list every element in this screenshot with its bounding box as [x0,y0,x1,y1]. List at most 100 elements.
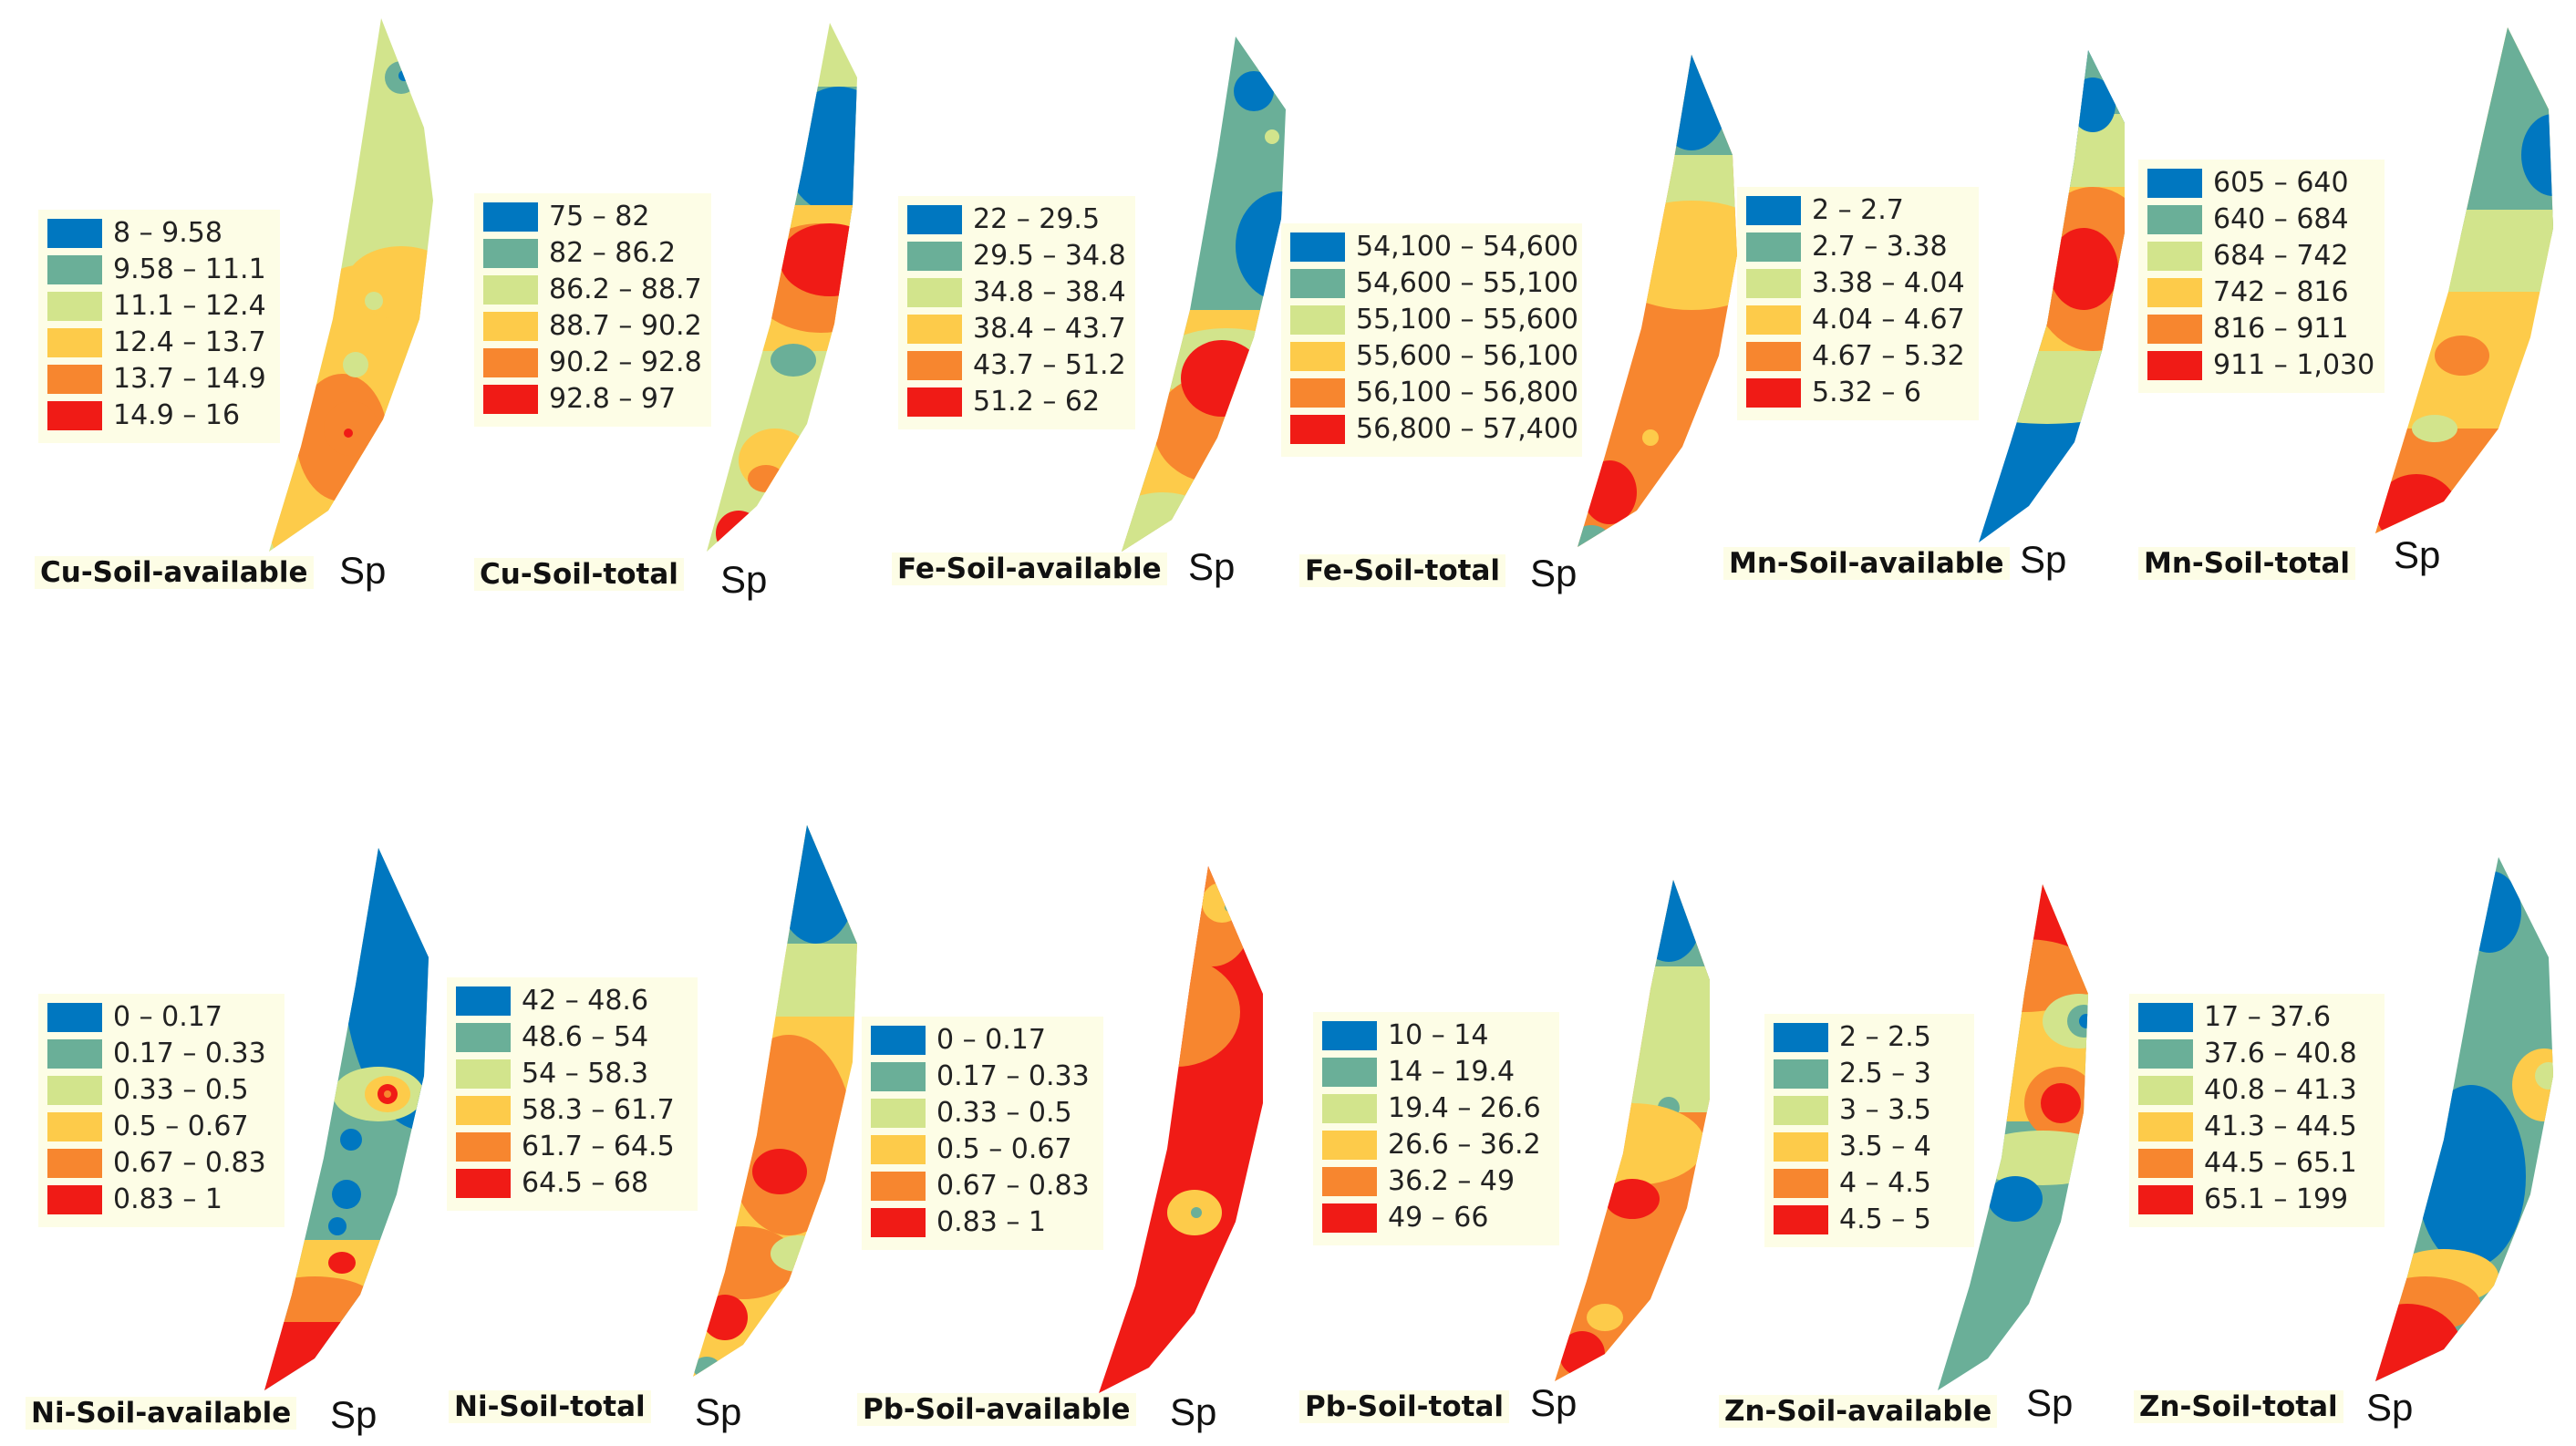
legend-swatch [483,202,538,232]
legend: 2 – 2.5 2.5 – 3 3 – 3.5 3.5 – 4 4 – 4.5 … [1764,1014,1974,1247]
interpolation-map [693,825,857,1377]
legend-label: 0.83 – 1 [113,1183,222,1215]
legend-label: 22 – 29.5 [973,203,1101,235]
legend-swatch [907,387,962,417]
panel-title: Ni-Soil-available [26,1397,297,1430]
legend-swatch [871,1135,926,1164]
legend-label: 54,600 – 55,100 [1356,267,1579,299]
sp-label: Sp [1530,552,1578,594]
legend-swatch [1746,196,1801,225]
legend-label: 0.83 – 1 [936,1206,1046,1238]
legend-label: 55,100 – 55,600 [1356,304,1579,336]
legend-label: 3.38 – 4.04 [1812,267,1965,299]
legend-label: 2.7 – 3.38 [1812,231,1948,263]
legend-label: 4.67 – 5.32 [1812,340,1965,372]
legend-swatch [2147,315,2202,344]
legend-swatch [2138,1003,2193,1032]
legend-swatch [907,205,962,234]
legend-label: 11.1 – 12.4 [113,290,266,322]
legend-swatch [456,1023,511,1052]
legend-swatch [1290,415,1345,444]
legend: 0 – 0.17 0.17 – 0.33 0.33 – 0.5 0.5 – 0.… [38,994,284,1227]
legend-label: 2.5 – 3 [1839,1058,1931,1090]
panel-title: Ni-Soil-total [449,1390,651,1423]
legend: 42 – 48.6 48.6 – 54 54 – 58.3 58.3 – 61.… [447,977,698,1211]
legend-swatch [1322,1131,1377,1160]
legend-swatch [871,1026,926,1055]
legend-label: 36.2 – 49 [1388,1165,1516,1197]
legend-swatch [456,986,511,1016]
interpolation-map [1979,50,2125,542]
legend-label: 54 – 58.3 [522,1058,649,1090]
legend: 2 – 2.7 2.7 – 3.38 3.38 – 4.04 4.04 – 4.… [1737,187,1979,420]
legend-label: 58.3 – 61.7 [522,1094,675,1126]
legend: 8 – 9.58 9.58 – 11.1 11.1 – 12.4 12.4 – … [38,210,280,443]
legend-label: 51.2 – 62 [973,386,1101,418]
legend-swatch [456,1059,511,1089]
legend: 75 – 82 82 – 86.2 86.2 – 88.7 88.7 – 90.… [474,193,711,427]
legend-swatch [1774,1132,1828,1162]
legend-swatch [871,1099,926,1128]
legend-swatch [1290,378,1345,408]
legend-swatch [1774,1169,1828,1198]
legend-swatch [1774,1096,1828,1125]
legend-label: 9.58 – 11.1 [113,253,266,285]
legend-swatch [47,1003,102,1032]
legend-label: 19.4 – 26.6 [1388,1092,1541,1124]
legend-swatch [1322,1167,1377,1196]
panel-title: Fe-Soil-total [1299,554,1506,587]
legend-label: 14.9 – 16 [113,399,241,431]
legend-swatch [483,348,538,377]
legend-label: 42 – 48.6 [522,985,649,1017]
sp-label: Sp [720,558,768,601]
legend-label: 43.7 – 51.2 [973,349,1126,381]
sp-label: Sp [695,1390,742,1433]
legend-label: 56,100 – 56,800 [1356,377,1579,408]
legend-label: 88.7 – 90.2 [549,310,702,342]
legend-label: 3.5 – 4 [1839,1131,1931,1162]
legend-label: 605 – 640 [2213,167,2349,199]
legend-label: 4.04 – 4.67 [1812,304,1965,336]
legend-label: 0.67 – 0.83 [936,1170,1090,1202]
legend-swatch [47,1076,102,1105]
legend-label: 684 – 742 [2213,240,2349,272]
legend-label: 82 – 86.2 [549,237,677,269]
legend-swatch [1774,1023,1828,1052]
legend-swatch [47,1039,102,1069]
legend-swatch [1322,1094,1377,1123]
legend-swatch [2147,242,2202,271]
legend-label: 38.4 – 43.7 [973,313,1126,345]
legend-swatch [47,292,102,321]
interpolation-map [1555,880,1710,1381]
legend-swatch [1746,269,1801,298]
interpolation-map [269,18,433,552]
legend-label: 2 – 2.7 [1812,194,1904,226]
legend-label: 0.5 – 0.67 [936,1133,1072,1165]
legend-swatch [1322,1021,1377,1050]
legend-label: 742 – 816 [2213,276,2349,308]
legend-swatch [907,315,962,344]
legend-swatch [47,1185,102,1214]
legend-label: 29.5 – 34.8 [973,240,1126,272]
legend-label: 911 – 1,030 [2213,349,2375,381]
legend-label: 64.5 – 68 [522,1167,649,1199]
legend-swatch [47,401,102,430]
legend-swatch [456,1096,511,1125]
legend-label: 54,100 – 54,600 [1356,231,1579,263]
legend-swatch [47,219,102,248]
legend-label: 8 – 9.58 [113,217,222,249]
legend-label: 0.5 – 0.67 [113,1110,249,1142]
legend-label: 12.4 – 13.7 [113,326,266,358]
legend: 54,100 – 54,600 54,600 – 55,100 55,100 –… [1281,223,1582,457]
sp-label: Sp [1170,1390,1217,1433]
legend-swatch [47,328,102,357]
interpolation-map [264,848,429,1390]
legend-swatch [1774,1059,1828,1089]
legend-label: 17 – 37.6 [2204,1001,2332,1033]
legend-swatch [2147,278,2202,307]
legend-label: 0.17 – 0.33 [113,1038,266,1069]
legend-swatch [1290,342,1345,371]
panel-title: Cu-Soil-available [35,556,314,589]
legend-label: 34.8 – 38.4 [973,276,1126,308]
legend-label: 13.7 – 14.9 [113,363,266,395]
